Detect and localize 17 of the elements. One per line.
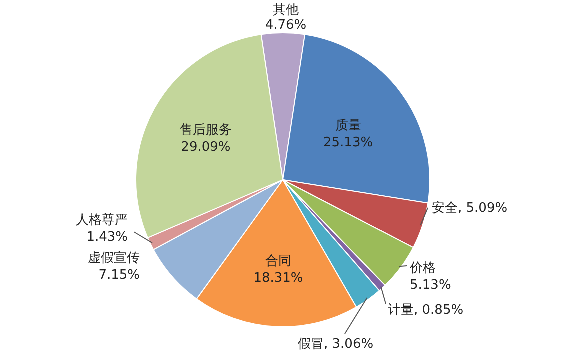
data-label: 25.13% [324,135,374,150]
slice-label: 质量 [335,118,362,134]
data-label: 29.09% [181,140,231,156]
data-label: 5.13% [410,278,452,293]
slice-label: 价格 [409,261,436,276]
data-label: 18.31% [254,271,304,286]
slice-label: 售后服务 [180,123,232,138]
slice-label: 计量, 0.85% [388,303,464,318]
slice-label: 安全, 5.09% [432,200,508,216]
slice-label: 虚假宣传 [88,250,140,266]
slice-label: 其他 [273,3,299,18]
slice-label: 合同 [265,254,292,270]
data-label: 7.15% [98,268,140,283]
slice-label: 人格尊严 [76,213,128,228]
data-label: 1.43% [86,230,128,245]
data-label: 4.76% [265,18,307,33]
slice-label: 假冒, 3.06% [298,337,374,352]
